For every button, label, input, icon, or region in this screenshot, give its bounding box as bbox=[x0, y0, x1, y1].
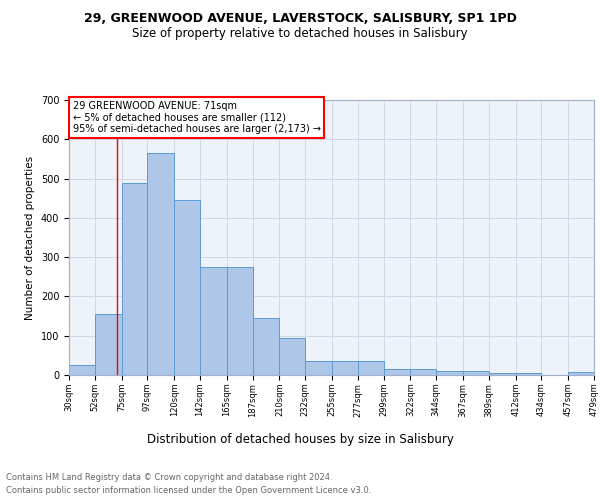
Bar bbox=[227, 267, 253, 375]
Bar bbox=[463, 371, 489, 375]
Bar bbox=[69, 365, 95, 375]
Bar bbox=[568, 372, 594, 375]
Bar bbox=[122, 182, 148, 375]
Bar bbox=[332, 361, 358, 375]
Text: 29 GREENWOOD AVENUE: 71sqm
← 5% of detached houses are smaller (112)
95% of semi: 29 GREENWOOD AVENUE: 71sqm ← 5% of detac… bbox=[73, 101, 320, 134]
Bar bbox=[489, 373, 515, 375]
Bar bbox=[200, 267, 227, 375]
Y-axis label: Number of detached properties: Number of detached properties bbox=[25, 156, 35, 320]
Bar bbox=[305, 361, 332, 375]
Text: Contains public sector information licensed under the Open Government Licence v3: Contains public sector information licen… bbox=[6, 486, 371, 495]
Text: Distribution of detached houses by size in Salisbury: Distribution of detached houses by size … bbox=[146, 432, 454, 446]
Bar bbox=[358, 361, 383, 375]
Text: Contains HM Land Registry data © Crown copyright and database right 2024.: Contains HM Land Registry data © Crown c… bbox=[6, 472, 332, 482]
Bar bbox=[253, 318, 280, 375]
Bar bbox=[148, 153, 174, 375]
Bar bbox=[436, 371, 463, 375]
Bar bbox=[515, 373, 541, 375]
Bar bbox=[174, 200, 200, 375]
Bar bbox=[280, 338, 305, 375]
Text: Size of property relative to detached houses in Salisbury: Size of property relative to detached ho… bbox=[132, 28, 468, 40]
Text: 29, GREENWOOD AVENUE, LAVERSTOCK, SALISBURY, SP1 1PD: 29, GREENWOOD AVENUE, LAVERSTOCK, SALISB… bbox=[83, 12, 517, 26]
Bar bbox=[383, 369, 410, 375]
Bar bbox=[95, 314, 122, 375]
Bar bbox=[410, 369, 436, 375]
